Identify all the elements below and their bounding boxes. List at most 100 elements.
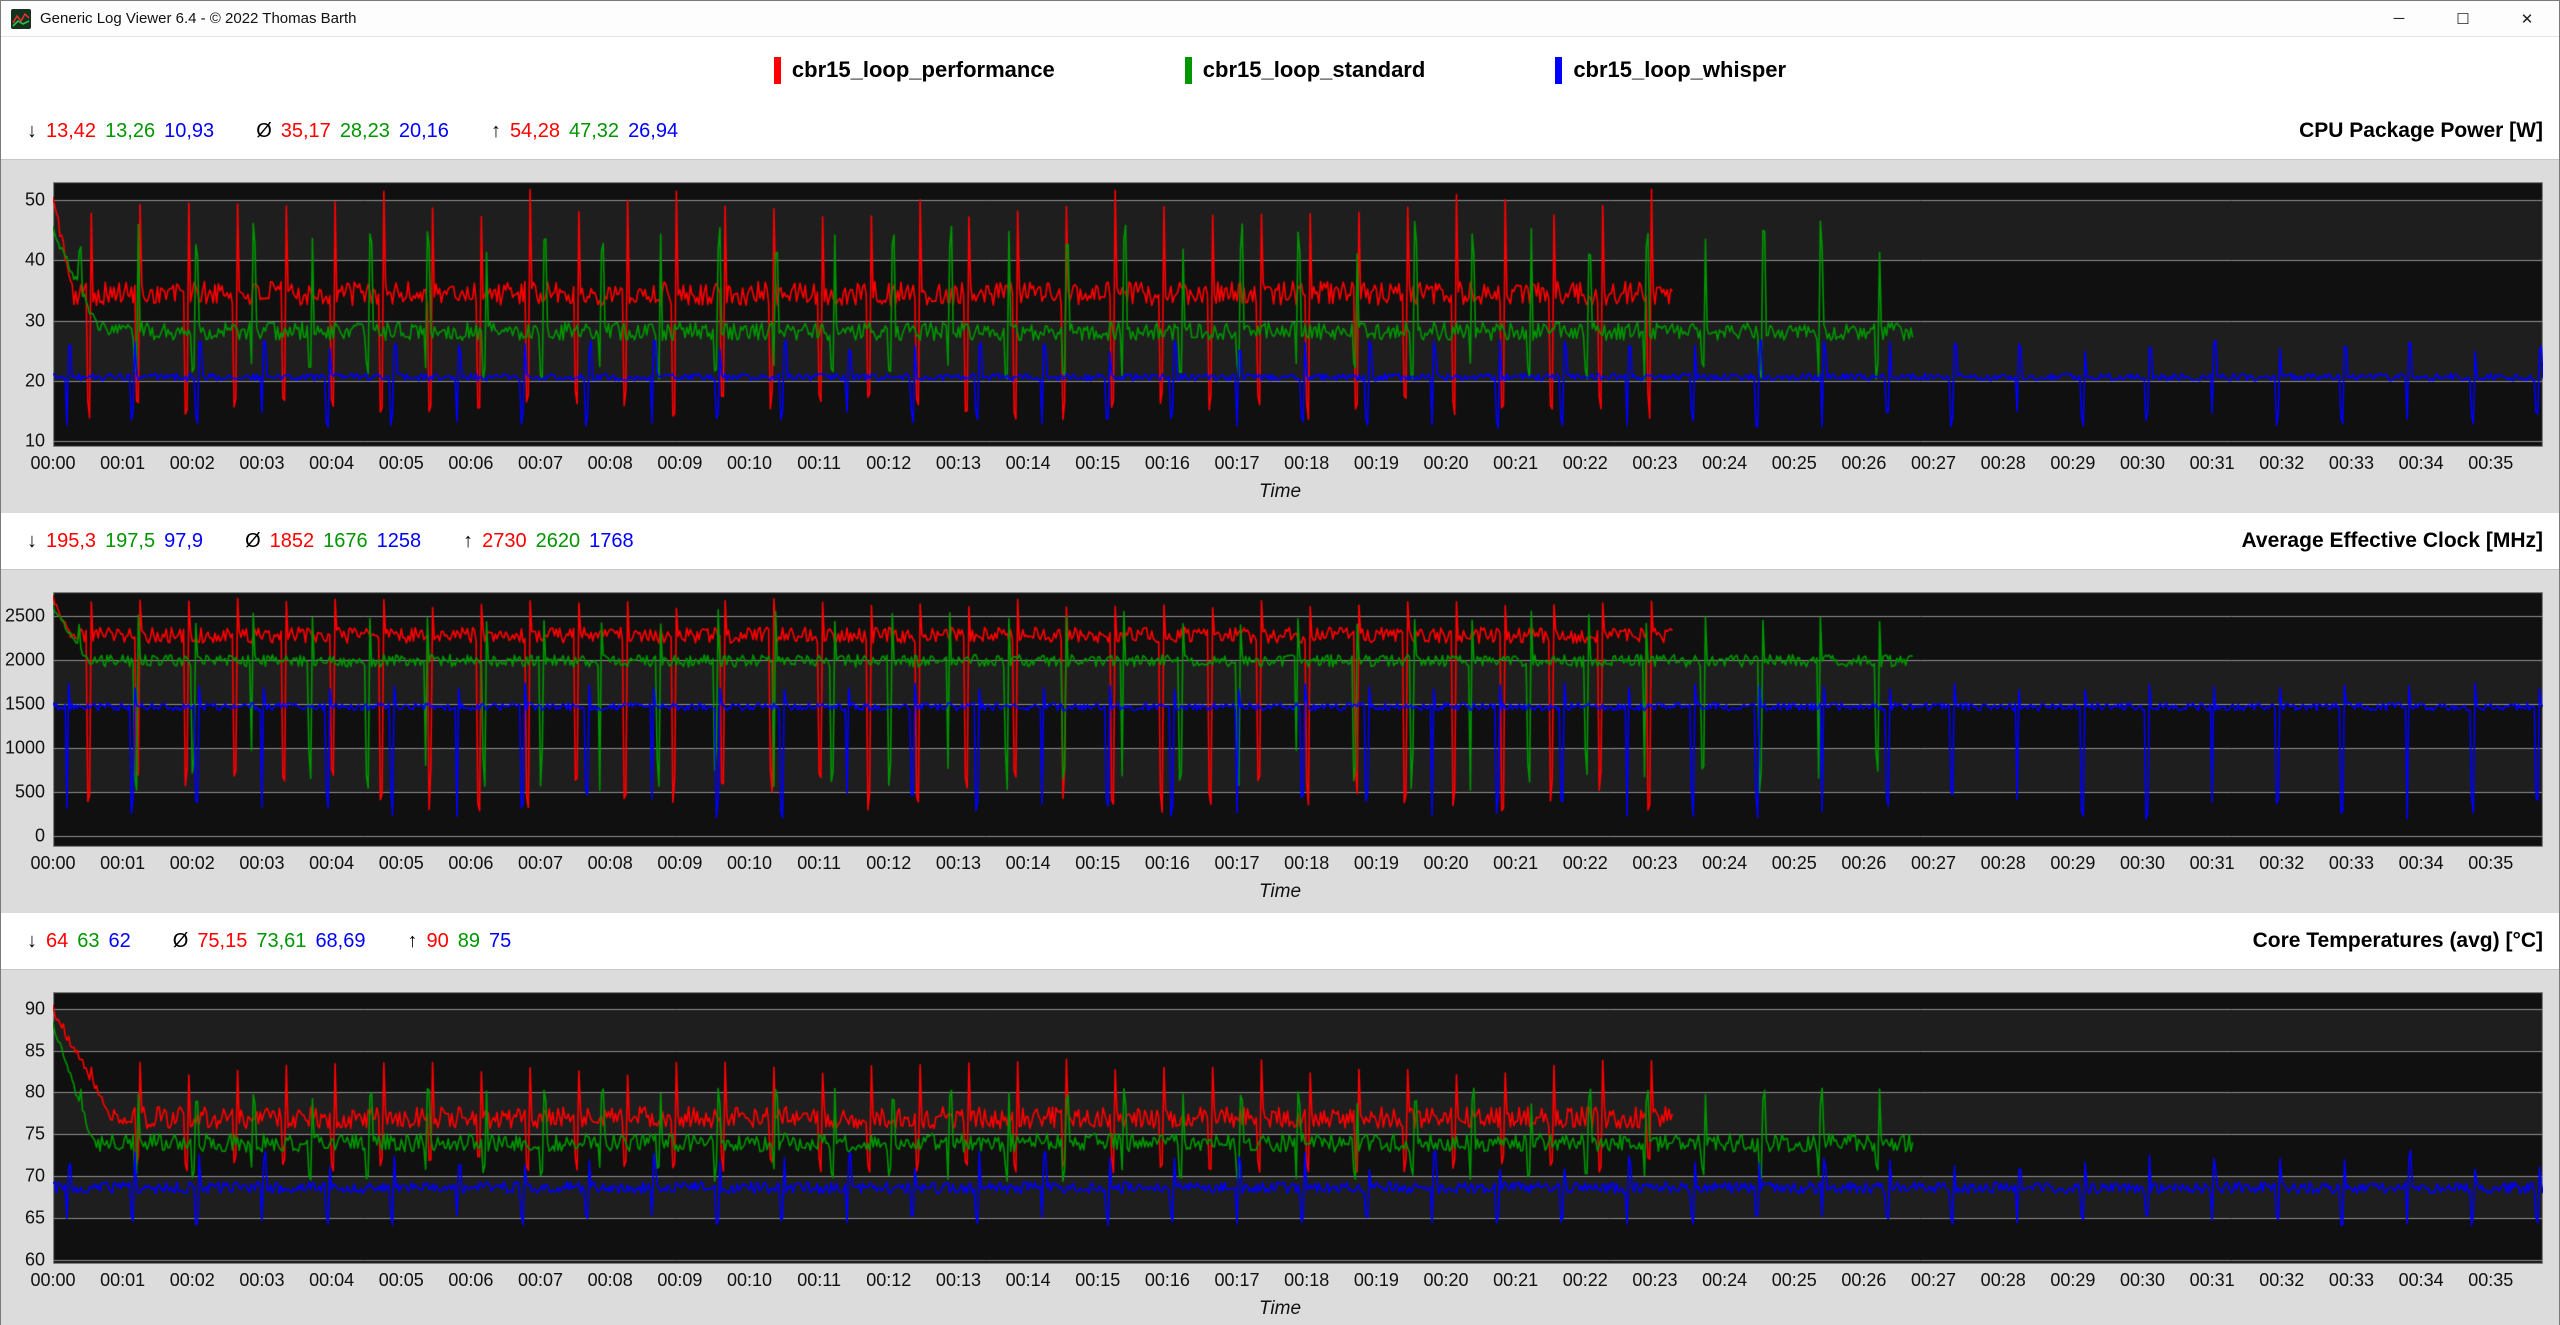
x-axis-temps: 00:00 00:01 00:02 00:03 00:04 00:05 00:06 00:07… <box>30 1268 2543 1296</box>
x-tick-label: 00:12 <box>866 453 912 473</box>
window-title: Generic Log Viewer 6.4 - © 2022 Thomas B… <box>40 10 357 27</box>
y-axis-clock: 0 500 1000 1500 2000 2500 <box>1 592 53 847</box>
x-tick-label: 00:30 <box>2119 853 2166 873</box>
average-icon: Ø <box>245 529 261 552</box>
y-tick-label: 75 <box>24 1123 45 1144</box>
minimize-button[interactable]: ─ <box>2393 10 2405 27</box>
y-tick-label: 10 <box>24 430 45 451</box>
x-tick-label: 00:16 <box>1144 453 1190 473</box>
x-tick-label: 00:28 <box>1980 1270 2026 1290</box>
stat-min-standard: 63 <box>77 929 100 952</box>
stat-max-whisper: 75 <box>489 929 512 952</box>
x-tick-label: 00:03 <box>239 1270 285 1290</box>
stat-avg-whisper: 1258 <box>376 529 422 552</box>
x-axis-clock: 00:00 00:01 00:02 00:03 00:04 00:05 00:06 00:07… <box>30 851 2543 879</box>
chart-canvas-clock[interactable] <box>53 592 2543 847</box>
x-tick-label: 00:21 <box>1493 853 1539 873</box>
stat-max-performance: 90 <box>426 929 449 952</box>
x-tick-label: 00:17 <box>1214 453 1260 473</box>
x-tick-label: 00:05 <box>378 853 424 873</box>
x-tick-label: 00:35 <box>2468 453 2514 473</box>
legend-label-performance: cbr15_loop_performance <box>791 57 1055 82</box>
x-tick-label: 00:26 <box>1841 853 1887 873</box>
min-arrow-icon: ↓ <box>27 929 37 952</box>
panel-head-clock: ↓ 195,3 197,5 97,9 Ø 1852 1676 1258 ↑ 27… <box>1 513 2559 569</box>
x-tick-label: 00:02 <box>169 853 215 873</box>
x-tick-label: 00:28 <box>1980 453 2026 473</box>
max-arrow-icon: ↑ <box>490 119 501 142</box>
x-tick-label: 00:01 <box>100 453 146 473</box>
x-tick-label: 00:22 <box>1562 453 1608 473</box>
y-tick-label: 1500 <box>4 693 45 714</box>
x-tick-label: 00:00 <box>30 453 76 473</box>
stat-group-max: ↑ 2730 2620 1768 <box>463 530 634 553</box>
x-tick-label: 00:31 <box>2189 453 2235 473</box>
x-tick-label: 00:01 <box>100 853 146 873</box>
title-bar[interactable]: Generic Log Viewer 6.4 - © 2022 Thomas B… <box>1 1 2559 37</box>
y-tick-label: 70 <box>24 1165 45 1186</box>
stat-max-performance: 2730 <box>482 529 527 552</box>
x-tick-label: 00:33 <box>2328 1270 2374 1290</box>
x-tick-label: 00:34 <box>2398 1270 2444 1290</box>
maximize-button[interactable]: ☐ <box>2456 10 2470 28</box>
x-tick-label: 00:14 <box>1005 853 1051 873</box>
stat-group-min: ↓ 195,3 197,5 97,9 <box>27 530 203 553</box>
legend-swatch-whisper-icon <box>1555 56 1563 84</box>
x-tick-label: 00:29 <box>2050 853 2096 873</box>
x-tick-label: 00:34 <box>2398 453 2444 473</box>
x-tick-label: 00:31 <box>2189 1270 2235 1290</box>
x-tick-label: 00:06 <box>448 853 494 873</box>
x-tick-label: 00:02 <box>169 453 215 473</box>
x-tick-label: 00:27 <box>1911 453 1957 473</box>
x-tick-label: 00:33 <box>2328 453 2374 473</box>
x-tick-label: 00:09 <box>657 853 703 873</box>
y-tick-label: 500 <box>14 781 45 802</box>
y-tick-label: 50 <box>24 189 45 210</box>
stat-group-max: ↑ 90 89 75 <box>408 930 512 953</box>
x-tick-label: 00:15 <box>1075 853 1121 873</box>
stat-max-performance: 54,28 <box>509 119 560 142</box>
plot-area-temps[interactable] <box>53 992 2543 1264</box>
plot-area-cpu-power[interactable] <box>53 182 2543 447</box>
x-tick-label: 00:21 <box>1493 453 1539 473</box>
x-tick-label: 00:28 <box>1980 853 2026 873</box>
min-arrow-icon: ↓ <box>27 119 37 142</box>
legend-swatch-standard-icon <box>1184 56 1192 84</box>
x-tick-label: 00:05 <box>378 1270 424 1290</box>
x-tick-label: 00:16 <box>1144 1270 1190 1290</box>
x-tick-label: 00:01 <box>100 1270 146 1290</box>
stat-max-whisper: 1768 <box>589 529 634 552</box>
x-tick-label: 00:00 <box>30 853 76 873</box>
plot-area-clock[interactable] <box>53 592 2543 847</box>
x-axis-title-temps: Time <box>1258 1298 1302 1319</box>
x-tick-label: 00:24 <box>1702 453 1748 473</box>
x-tick-label: 00:26 <box>1841 453 1887 473</box>
chart-canvas-temps[interactable] <box>53 992 2543 1264</box>
x-tick-label: 00:18 <box>1284 453 1330 473</box>
stats-row-cpu-power: ↓ 13,42 13,26 10,93 Ø 35,17 28,23 20,16 … <box>27 120 678 143</box>
chart-title-temps: Core Temperatures (avg) [°C] <box>2252 929 2543 952</box>
x-tick-label: 00:30 <box>2119 1270 2166 1290</box>
x-tick-label: 00:21 <box>1493 1270 1539 1290</box>
legend-item-whisper[interactable]: cbr15_loop_whisper <box>1555 56 1786 84</box>
x-tick-label: 00:18 <box>1284 1270 1330 1290</box>
x-tick-label: 00:20 <box>1423 453 1469 473</box>
legend-item-performance[interactable]: cbr15_loop_performance <box>773 56 1055 84</box>
x-tick-label: 00:10 <box>726 453 773 473</box>
panel-effective-clock: ↓ 195,3 197,5 97,9 Ø 1852 1676 1258 ↑ 27… <box>1 513 2559 913</box>
chart-block-cpu-power: 10 20 30 40 50 00:00 00:01 00:02 00:03 00:04 00:0… <box>1 159 2559 513</box>
x-tick-label: 00:12 <box>866 853 912 873</box>
stat-max-standard: 89 <box>457 929 480 952</box>
stat-group-avg: Ø 1852 1676 1258 <box>245 530 421 553</box>
x-tick-label: 00:15 <box>1075 1270 1121 1290</box>
x-tick-label: 00:09 <box>657 453 703 473</box>
x-tick-label: 00:06 <box>448 1270 494 1290</box>
x-tick-label: 00:14 <box>1005 1270 1051 1290</box>
chart-canvas-cpu-power[interactable] <box>53 182 2543 447</box>
legend-item-standard[interactable]: cbr15_loop_standard <box>1184 56 1425 84</box>
chart-block-clock: 0 500 1000 1500 2000 2500 00:00 00:01 00:02 00:0… <box>1 569 2559 913</box>
stat-avg-whisper: 68,69 <box>315 929 366 952</box>
stat-group-min: ↓ 64 63 62 <box>27 930 131 953</box>
close-button[interactable]: ✕ <box>2520 10 2534 28</box>
x-tick-label: 00:22 <box>1562 853 1608 873</box>
